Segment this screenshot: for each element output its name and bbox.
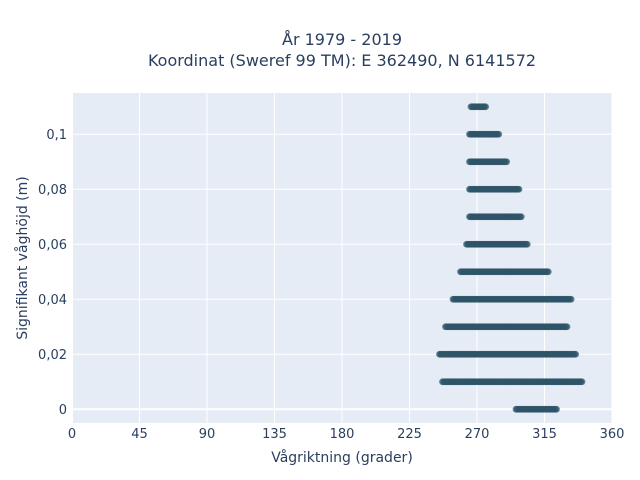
scatter-point: [563, 323, 571, 331]
x-tick-label: 90: [199, 427, 216, 442]
scatter-point: [482, 103, 490, 111]
chart-title-line1: År 1979 - 2019: [282, 30, 402, 49]
y-tick-label: 0,1: [46, 128, 67, 143]
y-tick-label: 0,08: [38, 183, 67, 198]
scatter-points: [436, 103, 586, 413]
scatter-point: [515, 185, 523, 193]
scatter-point: [517, 213, 525, 221]
scatter-point: [578, 378, 586, 386]
y-axis-title: Signifikant våghöjd (m): [14, 176, 31, 339]
x-tick-label: 225: [397, 427, 422, 442]
chart-title-line2: Koordinat (Sweref 99 TM): E 362490, N 61…: [148, 51, 536, 70]
y-tick-labels: 0 0,02 0,04 0,06 0,08 0,1: [38, 128, 67, 418]
y-tick-label: 0,04: [38, 293, 67, 308]
x-tick-label: 180: [330, 427, 355, 442]
x-tick-label: 315: [532, 427, 557, 442]
x-tick-label: 0: [68, 427, 76, 442]
x-tick-label: 135: [262, 427, 287, 442]
scatter-point: [544, 268, 552, 276]
scatter-point: [553, 405, 560, 413]
x-axis-title: Vågriktning (grader): [271, 449, 413, 466]
y-tick-label: 0,02: [38, 348, 67, 363]
y-tick-label: 0,06: [38, 238, 67, 253]
y-tick-label: 0: [59, 403, 67, 418]
x-tick-label: 45: [131, 427, 148, 442]
scatter-point: [495, 130, 503, 138]
x-tick-label: 270: [465, 427, 490, 442]
x-tick-labels: 0 45 90 135 180 225 270 315 360: [68, 427, 625, 442]
x-tick-label: 360: [600, 427, 625, 442]
scatter-point: [503, 158, 511, 166]
scatter-point: [567, 295, 575, 303]
scatter-point: [572, 350, 580, 358]
scatter-point: [523, 240, 531, 248]
